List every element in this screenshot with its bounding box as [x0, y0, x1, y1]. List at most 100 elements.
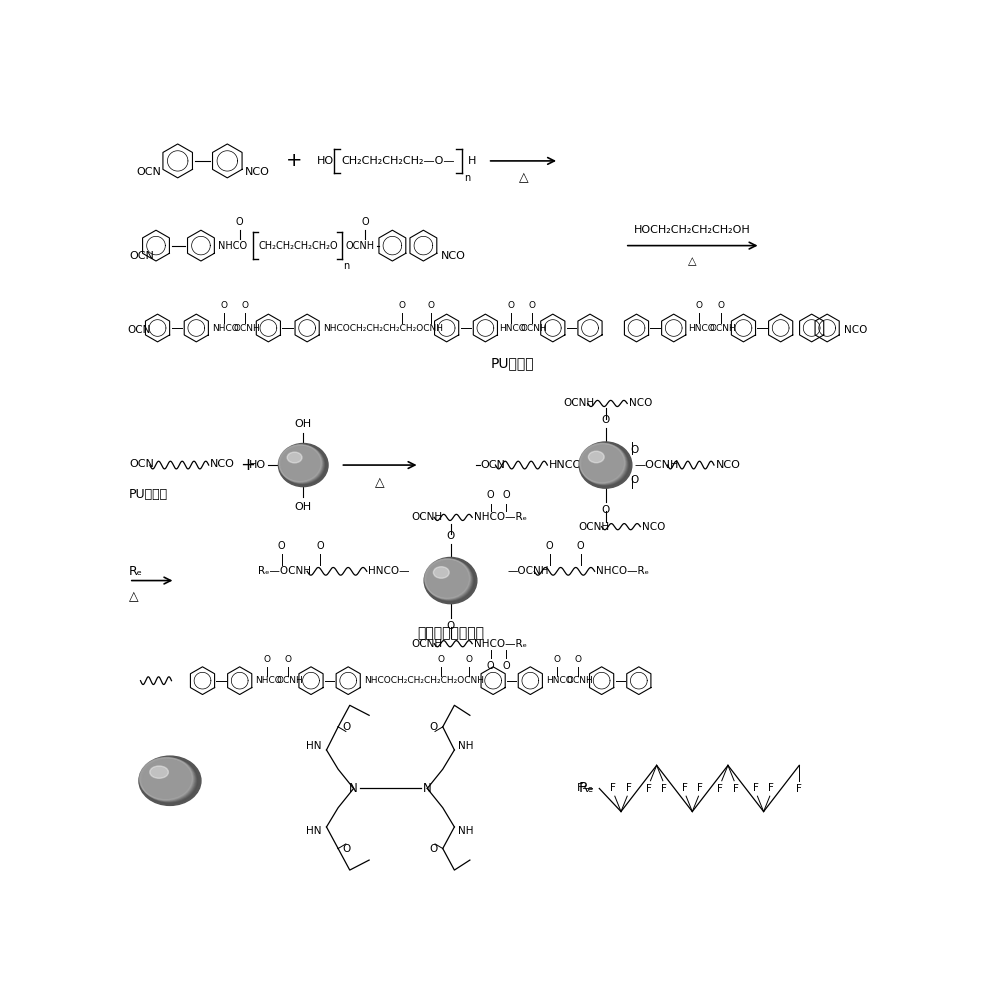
- Text: O: O: [430, 722, 438, 732]
- Ellipse shape: [281, 446, 326, 484]
- Text: HNCO—: HNCO—: [549, 460, 593, 470]
- Text: O: O: [528, 300, 535, 309]
- Text: O: O: [446, 620, 455, 630]
- Text: O: O: [446, 531, 455, 540]
- Text: HNCO: HNCO: [499, 323, 526, 333]
- Text: NH: NH: [458, 826, 474, 836]
- Text: NCO: NCO: [245, 167, 270, 177]
- Text: OCNH: OCNH: [563, 398, 594, 408]
- Text: —OCNH: —OCNH: [508, 566, 549, 576]
- Text: OCN: OCN: [129, 458, 154, 468]
- Text: n: n: [464, 173, 471, 183]
- Text: O: O: [502, 490, 510, 501]
- Text: O: O: [342, 722, 350, 732]
- Text: O: O: [631, 475, 639, 485]
- Text: O: O: [236, 217, 244, 227]
- Text: O: O: [428, 300, 435, 309]
- Text: O: O: [316, 541, 324, 551]
- Text: HNCO—: HNCO—: [368, 566, 410, 576]
- Text: F: F: [626, 783, 632, 793]
- Text: HNCO: HNCO: [546, 676, 573, 685]
- Text: O: O: [577, 541, 585, 551]
- Text: NCO: NCO: [716, 460, 740, 470]
- Text: NHCOCH₂CH₂CH₂CH₂OCNH: NHCOCH₂CH₂CH₂CH₂OCNH: [323, 323, 443, 333]
- Ellipse shape: [140, 758, 195, 801]
- Text: △: △: [519, 172, 528, 185]
- Text: NCO: NCO: [642, 522, 665, 532]
- Text: H: H: [468, 156, 477, 166]
- Text: OCNH: OCNH: [276, 676, 303, 685]
- Text: +: +: [240, 456, 255, 474]
- Ellipse shape: [280, 446, 324, 483]
- Text: F: F: [768, 783, 774, 793]
- Text: OCNH: OCNH: [520, 323, 547, 333]
- Ellipse shape: [424, 559, 470, 599]
- Text: NHCO—Rₑ: NHCO—Rₑ: [596, 566, 649, 576]
- Text: CH₂CH₂CH₂CH₂—O—: CH₂CH₂CH₂CH₂—O—: [341, 156, 455, 166]
- Ellipse shape: [279, 445, 321, 481]
- Ellipse shape: [581, 444, 627, 484]
- Text: NHCOCH₂CH₂CH₂CH₂OCNH: NHCOCH₂CH₂CH₂CH₂OCNH: [364, 676, 484, 685]
- Text: O: O: [553, 655, 560, 664]
- Text: O: O: [466, 655, 473, 664]
- Text: PU预聚体: PU预聚体: [129, 488, 168, 501]
- Text: F: F: [753, 783, 759, 793]
- Text: OH: OH: [295, 502, 312, 512]
- Text: NCO: NCO: [844, 324, 868, 335]
- Ellipse shape: [588, 452, 604, 462]
- Text: O: O: [278, 541, 285, 551]
- Text: NH: NH: [458, 741, 474, 751]
- Ellipse shape: [139, 758, 192, 799]
- Text: O: O: [487, 661, 495, 671]
- Text: O: O: [438, 655, 445, 664]
- Text: 含氟超支化聚氨酯: 含氟超支化聚氨酯: [417, 626, 484, 640]
- Text: OCN: OCN: [480, 460, 505, 470]
- Ellipse shape: [426, 559, 472, 600]
- Ellipse shape: [150, 766, 168, 779]
- Ellipse shape: [425, 559, 472, 600]
- Text: O: O: [717, 300, 724, 309]
- Text: HN: HN: [306, 741, 321, 751]
- Text: F: F: [646, 783, 652, 793]
- Text: N: N: [423, 782, 432, 795]
- Text: Rₑ: Rₑ: [129, 565, 143, 578]
- Ellipse shape: [142, 759, 198, 803]
- Ellipse shape: [427, 560, 474, 602]
- Ellipse shape: [580, 444, 625, 483]
- Ellipse shape: [579, 442, 632, 488]
- Ellipse shape: [425, 559, 470, 599]
- Text: NCO: NCO: [440, 251, 465, 261]
- Text: Rₑ—OCNH: Rₑ—OCNH: [258, 566, 311, 576]
- Text: OCN: OCN: [129, 251, 154, 261]
- Ellipse shape: [433, 567, 449, 578]
- Text: OCNH: OCNH: [412, 513, 443, 523]
- Text: NHCO—Rₑ: NHCO—Rₑ: [474, 638, 527, 649]
- Text: F—: F—: [577, 783, 595, 793]
- Ellipse shape: [287, 453, 302, 463]
- Text: OCNH: OCNH: [567, 676, 594, 685]
- Ellipse shape: [580, 444, 626, 484]
- Text: NHCO: NHCO: [218, 241, 247, 251]
- Text: O: O: [361, 217, 369, 227]
- Text: OCN: OCN: [137, 167, 162, 177]
- Text: OCNH: OCNH: [578, 522, 610, 532]
- Ellipse shape: [278, 444, 328, 487]
- Text: OCNH: OCNH: [346, 241, 375, 251]
- Text: HN: HN: [306, 826, 321, 836]
- Text: O: O: [263, 655, 270, 664]
- Text: OCNH: OCNH: [412, 638, 443, 649]
- Text: O: O: [546, 541, 554, 551]
- Text: △: △: [688, 257, 697, 267]
- Text: O: O: [242, 300, 249, 309]
- Text: OCNH: OCNH: [709, 323, 736, 333]
- Ellipse shape: [279, 445, 322, 482]
- Text: NHCO—Rₑ: NHCO—Rₑ: [474, 513, 527, 523]
- Text: O: O: [430, 844, 438, 854]
- Text: n: n: [344, 261, 350, 271]
- Text: O: O: [399, 300, 406, 309]
- Ellipse shape: [142, 759, 197, 802]
- Text: NHCO: NHCO: [212, 323, 239, 333]
- Text: NHCO: NHCO: [255, 676, 282, 685]
- Text: F: F: [661, 783, 667, 793]
- Ellipse shape: [281, 446, 325, 484]
